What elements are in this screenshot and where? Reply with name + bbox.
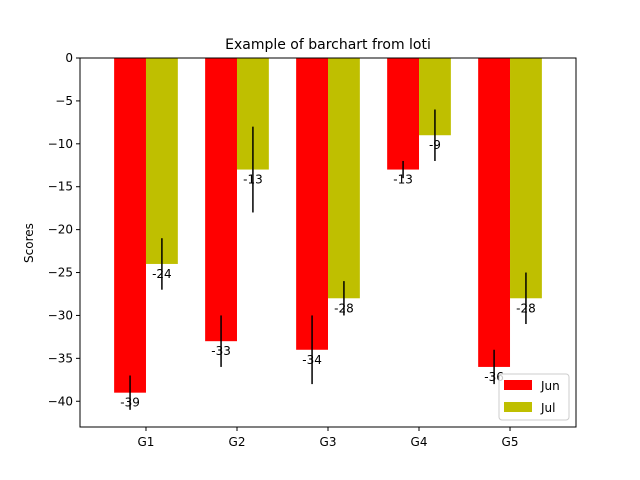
x-ticks-group: G1 G2 G3 G4 G5 — [138, 427, 519, 449]
legend-label-jul: Jul — [540, 401, 555, 415]
y-tick-label: −10 — [48, 137, 73, 151]
data-label-jul-g1: -24 — [152, 267, 172, 281]
data-labels-group: -39-33-34-13-36-24-13-28-9-28 — [120, 138, 535, 409]
legend-swatch-jun — [504, 380, 532, 390]
data-label-jul-g3: -28 — [334, 301, 354, 315]
legend-label-jun: Jun — [540, 379, 560, 393]
bar-jun-g5 — [478, 58, 511, 367]
bar-jun-g2 — [205, 58, 237, 342]
data-label-jul-g4: -9 — [429, 138, 441, 152]
y-tick-label: −15 — [48, 180, 73, 194]
y-tick-label: −35 — [48, 351, 73, 365]
bar-jun-g4 — [387, 58, 420, 170]
data-label-jul-g2: -13 — [243, 173, 263, 187]
x-tick-label-g5: G5 — [502, 435, 519, 449]
bar-jun-g3 — [296, 58, 328, 350]
data-label-jun-g2: -33 — [211, 344, 231, 358]
data-label-jul-g5: -28 — [516, 301, 536, 315]
legend: Jun Jul — [498, 373, 570, 421]
x-tick-label-g4: G4 — [411, 435, 428, 449]
bar-jun-g1 — [114, 58, 146, 393]
y-tick-label: −25 — [48, 266, 73, 280]
y-tick-label: −30 — [48, 308, 73, 322]
bar-jul-g1 — [145, 58, 178, 264]
x-tick-label-g3: G3 — [320, 435, 337, 449]
y-axis-label: Scores — [22, 223, 36, 263]
legend-swatch-jul — [504, 402, 532, 412]
data-label-jun-g4: -13 — [393, 173, 413, 187]
x-tick-label-g2: G2 — [229, 435, 246, 449]
y-tick-label: 0 — [65, 51, 73, 65]
bar-jul-g3 — [328, 58, 360, 299]
chart-title: Example of barchart from loti — [225, 37, 431, 53]
data-label-jun-g1: -39 — [120, 396, 140, 410]
y-tick-label: −20 — [48, 223, 73, 237]
bar-jul-g5 — [510, 58, 542, 299]
error-bars-group — [129, 109, 527, 410]
y-tick-label: −5 — [55, 94, 73, 108]
y-ticks-group: 0 −5 −10 −15 −20 −25 −30 −35 −40 — [48, 51, 80, 408]
y-tick-label: −40 — [48, 394, 73, 408]
data-label-jun-g3: -34 — [302, 353, 322, 367]
x-tick-label-g1: G1 — [138, 435, 155, 449]
